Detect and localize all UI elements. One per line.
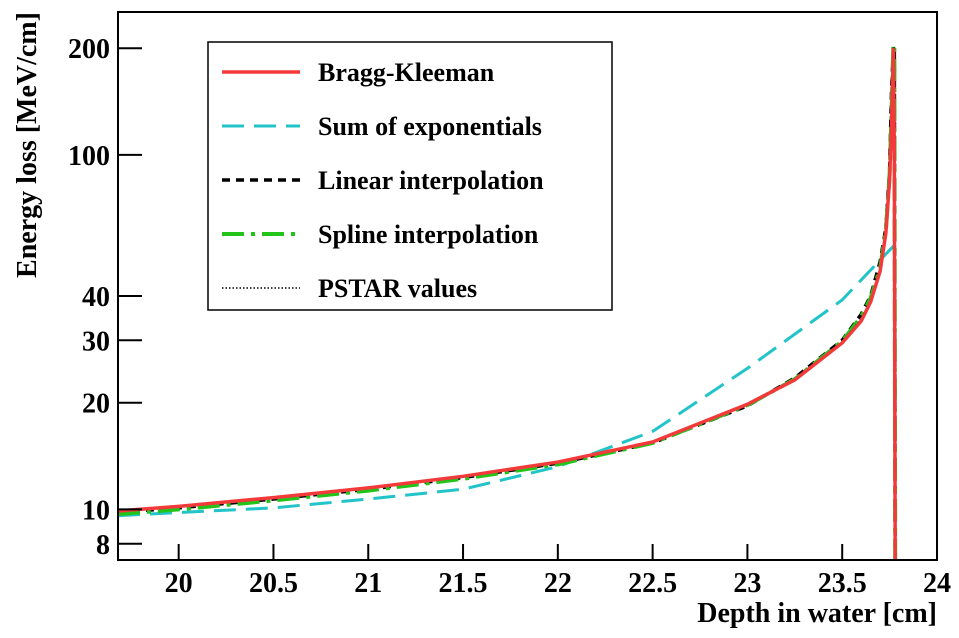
x-tick-label: 22 xyxy=(544,568,572,599)
y-tick-label: 30 xyxy=(82,326,110,357)
legend-label: PSTAR values xyxy=(318,274,477,303)
x-tick-label: 20.5 xyxy=(249,568,298,599)
y-axis-label: Energy loss [MeV/cm] xyxy=(12,12,43,278)
y-tick-label: 8 xyxy=(96,530,110,561)
x-tick-label: 20 xyxy=(165,568,193,599)
series-line xyxy=(118,48,897,560)
x-tick-label: 21 xyxy=(354,568,382,599)
legend-box xyxy=(207,41,613,311)
legend-label: Bragg-Kleeman xyxy=(318,58,495,87)
y-tick-label: 20 xyxy=(82,389,110,420)
x-tick-label: 22.5 xyxy=(628,568,677,599)
x-axis-label: Depth in water [cm] xyxy=(697,598,937,629)
x-tick-label: 23 xyxy=(733,568,761,599)
legend-label: Sum of exponentials xyxy=(318,112,542,141)
curves xyxy=(118,42,898,560)
legend-label: Linear interpolation xyxy=(318,166,544,195)
y-tick-label: 10 xyxy=(82,495,110,526)
x-tick-label: 24 xyxy=(923,568,951,599)
y-tick-label: 200 xyxy=(68,34,110,65)
x-tick-label: 23.5 xyxy=(818,568,867,599)
series-line xyxy=(118,243,897,518)
legend-label: Spline interpolation xyxy=(318,220,539,249)
x-tick-label: 21.5 xyxy=(439,568,488,599)
y-tick-label: 100 xyxy=(68,141,110,172)
y-tick-label: 40 xyxy=(82,282,110,313)
plot-frame xyxy=(117,11,938,561)
series-line xyxy=(118,42,898,560)
